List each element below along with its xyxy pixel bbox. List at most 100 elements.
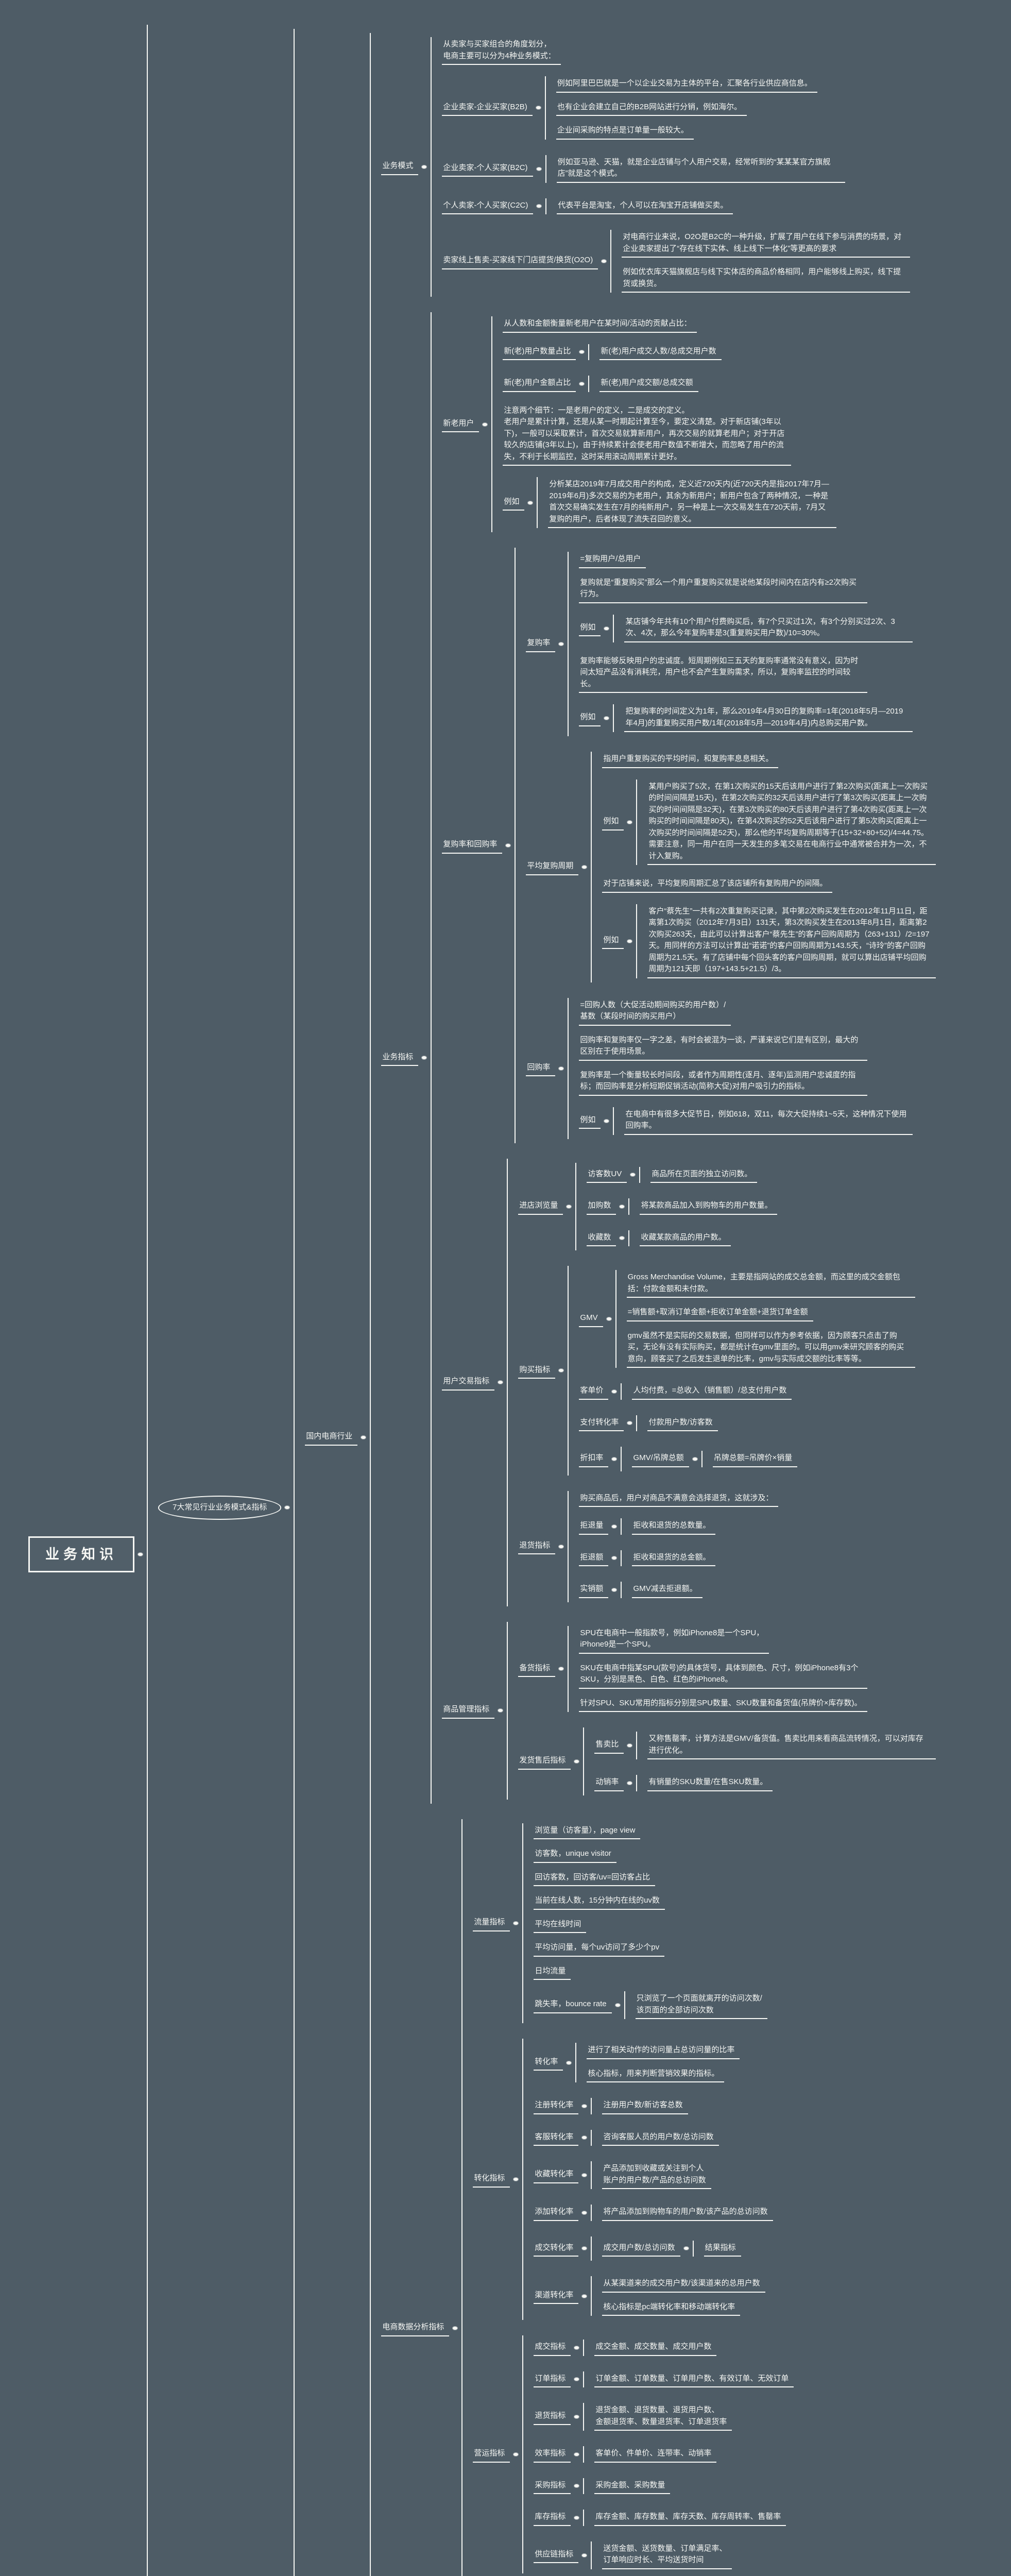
mindmap-node-label[interactable]: 某用户购买了5次，在第1次购买的15天后该用户进行了第2次购买(距离上一次购买的… xyxy=(647,779,936,865)
branch-business-model[interactable]: 业务模式 xyxy=(381,159,419,175)
mindmap-node-label[interactable]: 例如优衣库天猫旗舰店与线下实体店的商品价格相同，用户能够线上购买，线下提货或换货… xyxy=(622,265,911,293)
mindmap-node-label[interactable]: 企业卖家-个人买家(B2C) xyxy=(442,161,533,177)
mindmap-node-label[interactable]: 对电商行业来说，O2O是B2C的一种升级，扩展了用户在线下参与消费的场景，对企业… xyxy=(622,230,911,258)
mindmap-node-label[interactable]: 客服转化率 xyxy=(534,2130,579,2146)
mindmap-node-label[interactable]: 在电商中有很多大促节日，例如618，双11，每次大促持续1~5天，这种情况下使用… xyxy=(624,1107,913,1135)
mindmap-node-label[interactable]: 从某渠道来的成交用户数/该渠道来的总用户数 xyxy=(602,2276,765,2293)
mindmap-node-label[interactable]: Gross Merchandise Volume，主要是指网站的成交总金额，而这… xyxy=(626,1270,915,1298)
mindmap-node-label[interactable]: =回购人数（大促活动期间购买的用户数）/ 基数（某段时间的购买用户） xyxy=(579,998,731,1026)
mindmap-node-label[interactable]: 效率指标 xyxy=(534,2446,571,2463)
mindmap-node-label[interactable]: 复购率 xyxy=(526,636,556,652)
mindmap-node-label[interactable]: 支付转化率 xyxy=(579,1415,624,1431)
mindmap-node-label[interactable]: 注册用户数/新访客总数 xyxy=(602,2098,688,2114)
mindmap-node-label[interactable]: 例如 xyxy=(602,933,624,950)
mindmap-node-label[interactable]: 回购率 xyxy=(526,1060,556,1077)
mindmap-node-label[interactable]: GMV xyxy=(579,1311,603,1327)
mindmap-node-label[interactable]: SKU在电商中指某SPU(款号)的具体货号，具体到颜色、尺寸，例如iPhone8… xyxy=(579,1661,868,1689)
mindmap-node-label[interactable]: 退货金额、退货数量、退货用户数、 金额退货率、数量退货率、订单退货率 xyxy=(594,2403,732,2431)
mindmap-node-label[interactable]: 订单指标 xyxy=(534,2371,571,2387)
mindmap-node-label[interactable]: 咨询客服人员的用户数/总访问数 xyxy=(602,2130,719,2146)
mindmap-node-label[interactable]: 例如阿里巴巴就是一个以企业交易为主体的平台，汇聚各行业供应商信息。 xyxy=(556,76,817,93)
mindmap-node-label[interactable]: 成交指标 xyxy=(534,2340,571,2356)
mindmap-node-label[interactable]: 转化率 xyxy=(534,2055,563,2071)
mindmap-node-label[interactable]: 成交用户数/总访问数 xyxy=(602,2241,680,2257)
mindmap-node-label[interactable]: 将某款商品加入到购物车的用户数量。 xyxy=(640,1198,778,1215)
mindmap-node-label[interactable]: 新(老)用户金额占比 xyxy=(503,376,576,392)
branch-business-indicators[interactable]: 业务指标 xyxy=(381,1050,419,1066)
mindmap-node-label[interactable]: 针对SPU、SKU常用的指标分别是SPU数量、SKU数量和备货值(吊牌价×库存数… xyxy=(579,1696,867,1712)
mindmap-node-label[interactable]: 付款用户数/访客数 xyxy=(647,1415,718,1431)
mindmap-node-label[interactable]: 核心指标，用来判断营销效果的指标。 xyxy=(587,2066,725,2082)
mindmap-node-label[interactable]: SPU在电商中一般指款号，例如iPhone8是一个SPU， iPhone9是一个… xyxy=(579,1626,769,1654)
mindmap-node-label[interactable]: gmv虽然不是实际的交易数据，但同样可以作为参考依据，因为顾客只点击了购买，无论… xyxy=(626,1329,915,1368)
mindmap-node-label[interactable]: 退货指标 xyxy=(534,2409,571,2425)
mindmap-node-label[interactable]: 购买指标 xyxy=(518,1363,556,1379)
mindmap-node-label[interactable]: 供应链指标 xyxy=(534,2547,579,2564)
mindmap-node-label[interactable]: 订单金额、订单数量、订单用户数、有效订单、无效订单 xyxy=(594,2371,794,2387)
mindmap-node-label[interactable]: 例如 xyxy=(579,710,601,726)
mindmap-node-label[interactable]: =销售额+取消订单金额+拒收订单金额+退货订单金额 xyxy=(626,1305,813,1321)
mindmap-node-label[interactable]: 回访客数，回访客/uv=回访客占比 xyxy=(534,1870,656,1886)
mindmap-node-label[interactable]: 拒退量 xyxy=(579,1518,609,1535)
mindmap-node-label[interactable]: 指用户重复购买的平均时间，和复购率息息相关。 xyxy=(602,752,779,768)
branch-domestic-ecommerce[interactable]: 国内电商行业 xyxy=(305,1429,358,1446)
mindmap-node-label[interactable]: 实销额 xyxy=(579,1582,609,1598)
mindmap-node-label[interactable]: 备货指标 xyxy=(518,1661,556,1677)
mindmap-node-label[interactable]: 加购数 xyxy=(587,1198,616,1215)
mindmap-node-label[interactable]: 复购率是一个衡量较长时间段，或者作为周期性(逐月、逐年)监测用户忠诚度的指标；而… xyxy=(579,1068,868,1096)
mindmap-node-label[interactable]: 用户交易指标 xyxy=(442,1374,495,1391)
mindmap-node-label[interactable]: 又称售罄率，计算方法是GMV/备货值。售卖比用来看商品流转情况，可以对库存进行优… xyxy=(647,1732,936,1759)
mindmap-node-label[interactable]: 企业间采购的特点是订单量一般较大。 xyxy=(556,123,694,140)
mindmap-node-label[interactable]: 例如亚马逊、天猫，就是企业店铺与个人用户交易，经常听到的“某某某官方旗舰店”就是… xyxy=(556,155,845,183)
mindmap-node-label[interactable]: 企业卖家-企业买家(B2B) xyxy=(442,100,533,116)
mindmap-node-label[interactable]: 代表平台是淘宝，个人可以在淘宝开店铺做买卖。 xyxy=(557,198,733,214)
mindmap-node-label[interactable]: 拒收和退货的总数量。 xyxy=(632,1518,716,1535)
mindmap-node-label[interactable]: 产品添加到收藏或关注到个人 账户的用户数/产品的总访问数 xyxy=(602,2161,711,2189)
mindmap-node-label[interactable]: 退货指标 xyxy=(518,1538,556,1555)
branch-seven-industries[interactable]: 7大常见行业业务模式&指标 xyxy=(158,1496,282,1520)
mindmap-node-label[interactable]: 从卖家与买家组合的角度划分， 电商主要可以分为4种业务模式： xyxy=(442,37,561,65)
mindmap-node-label[interactable]: 跳失率，bounce rate xyxy=(534,1997,612,2013)
mindmap-node-label[interactable]: 采购金额、采购数量 xyxy=(594,2478,671,2494)
mindmap-node-label[interactable]: 客单价、件单价、连带率、动销率 xyxy=(594,2446,717,2463)
mindmap-node-label[interactable]: 购买商品后，用户对商品不满意会选择退货，这就涉及： xyxy=(579,1491,779,1507)
mindmap-node-label[interactable]: 对于店铺来说，平均复购周期汇总了该店铺所有复购用户的间隔。 xyxy=(602,876,833,893)
mindmap-node-label[interactable]: 新(老)用户数量占比 xyxy=(503,344,576,360)
mindmap-node-label[interactable]: 商品管理指标 xyxy=(442,1702,495,1719)
mindmap-node-label[interactable]: 送货金额、送货数量、订单满足率、 订单响应时长、平均送货时间 xyxy=(602,2541,732,2569)
mindmap-node-label[interactable]: =复购用户/总用户 xyxy=(579,552,646,568)
mindmap-node-label[interactable]: 日均流量 xyxy=(534,1964,571,1980)
mindmap-node-label[interactable]: 客单价 xyxy=(579,1383,609,1400)
mindmap-node-label[interactable]: 当前在线人数，15分钟内在线的uv数 xyxy=(534,1893,665,1910)
mindmap-node-label[interactable]: 拒收和退货的总金额。 xyxy=(632,1550,716,1566)
mindmap-node-label[interactable]: 新老用户 xyxy=(442,416,479,433)
mindmap-node-label[interactable]: 结果指标 xyxy=(704,2241,741,2257)
mindmap-node-label[interactable]: 人均付费，=总收入（销售额）/总支付用户数 xyxy=(632,1383,792,1400)
mindmap-node-label[interactable]: 新(老)用户成交人数/总成交用户数 xyxy=(599,344,722,360)
mindmap-node-label[interactable]: 浏览量（访客量），page view xyxy=(534,1823,641,1839)
mindmap-node-label[interactable]: 复购就是“重复购买”那么一个用户重复购买就是说他某段时间内在店内有≥2次购买行为… xyxy=(579,575,868,603)
root-node-business-knowledge[interactable]: 业务知识 xyxy=(28,1536,134,1573)
mindmap-node-label[interactable]: 成交金额、成交数量、成交用户数 xyxy=(594,2340,717,2356)
mindmap-node-label[interactable]: 平均在线时间 xyxy=(534,1917,587,1933)
mindmap-node-label[interactable]: 平均访问量，每个uv访问了多少个pv xyxy=(534,1940,665,1957)
mindmap-node-label[interactable]: 例如 xyxy=(579,1113,601,1129)
mindmap-node-label[interactable]: GMV减去拒退额。 xyxy=(632,1582,702,1598)
mindmap-node-label[interactable]: GMV/吊牌总额 xyxy=(632,1451,689,1467)
mindmap-node-label[interactable]: 拒退额 xyxy=(579,1550,609,1566)
mindmap-node-label[interactable]: 营运指标 xyxy=(473,2446,510,2463)
mindmap-node-label[interactable]: 收藏某款商品的用户数。 xyxy=(640,1230,731,1246)
mindmap-node-label[interactable]: 流量指标 xyxy=(473,1915,510,1931)
mindmap-node-label[interactable]: 例如 xyxy=(579,620,601,637)
mindmap-node-label[interactable]: 访客数，unique visitor xyxy=(534,1846,616,1863)
mindmap-node-label[interactable]: 回购率和复购率仅一字之差，有时会被混为一谈，严谨来说它们是有区别，最大的区别在于… xyxy=(579,1033,868,1061)
mindmap-node-label[interactable]: 新(老)用户成交额/总成交额 xyxy=(599,376,698,392)
mindmap-node-label[interactable]: 成交转化率 xyxy=(534,2241,579,2257)
mindmap-node-label[interactable]: 例如 xyxy=(503,495,525,511)
mindmap-node-label[interactable]: 库存金额、库存数量、库存天数、库存周转率、售罄率 xyxy=(594,2510,786,2526)
mindmap-node-label[interactable]: 商品所在页面的独立访问数。 xyxy=(650,1167,758,1183)
mindmap-node-label[interactable]: 某店铺今年共有10个用户付费购买后，有7个只买过1次，有3个分别买过2次、3次、… xyxy=(624,615,913,642)
mindmap-node-label[interactable]: 访客数UV xyxy=(587,1167,627,1183)
mindmap-node-label[interactable]: 平均复购周期 xyxy=(526,859,579,875)
mindmap-node-label[interactable]: 例如 xyxy=(602,814,624,831)
